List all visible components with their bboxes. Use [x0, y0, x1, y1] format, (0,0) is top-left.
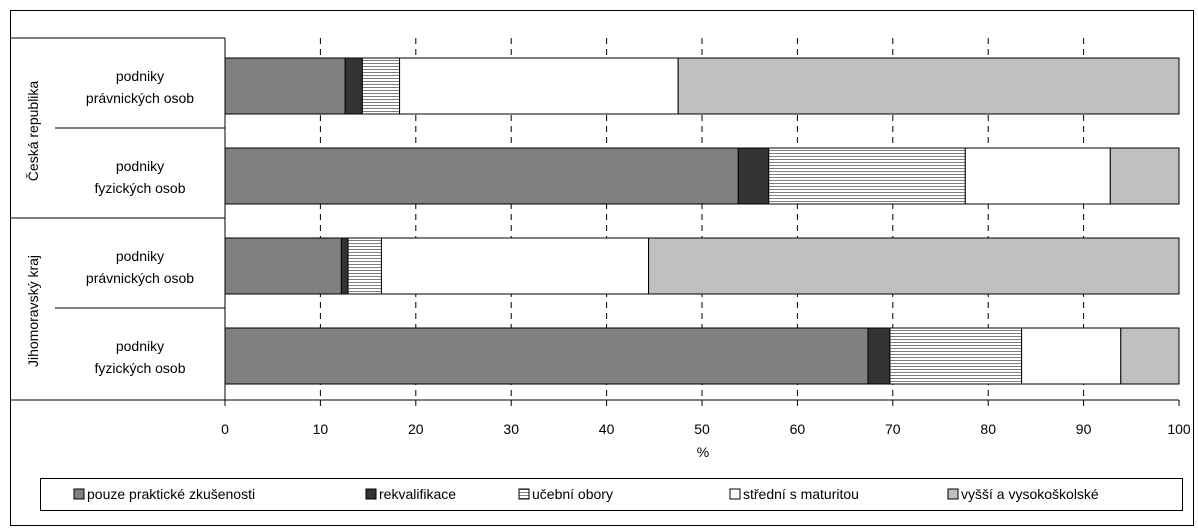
- legend-box: [40, 478, 1183, 511]
- bar-segment: [344, 57, 363, 115]
- category-label: podniky: [116, 158, 164, 174]
- legend-label: vyšší a vysokoškolské: [961, 486, 1099, 502]
- bar-segment: [347, 237, 382, 295]
- category-label: fyzických osob: [94, 180, 185, 196]
- bar-segment: [677, 57, 1180, 115]
- x-tick-label: 90: [1076, 421, 1092, 437]
- category-label: fyzických osob: [94, 360, 185, 376]
- category-label: právnických osob: [86, 270, 194, 286]
- legend-label: učební obory: [532, 486, 613, 502]
- x-tick-label: 20: [408, 421, 424, 437]
- legend-swatch: [518, 488, 530, 500]
- bar-segment: [1021, 327, 1122, 385]
- legend-swatch: [73, 488, 85, 500]
- category-label: podniky: [116, 338, 164, 354]
- bar-series: [224, 57, 1180, 385]
- bar-segment: [340, 237, 349, 295]
- x-tick-label: 10: [313, 421, 329, 437]
- x-tick-label: 40: [599, 421, 615, 437]
- bar-segment: [1109, 147, 1180, 205]
- x-tick-labels: 0 10 20 30 40 50 60 70 80 90 100: [221, 421, 1191, 437]
- bar-segment: [648, 237, 1180, 295]
- bar-segment: [224, 327, 869, 385]
- legend-label: pouze praktické zkušenosti: [87, 486, 255, 502]
- x-tick-label: 30: [503, 421, 519, 437]
- x-axis-label: %: [697, 444, 709, 460]
- axes: [10, 37, 1180, 406]
- legend: pouze praktické zkušenosti rekvalifikace u…: [40, 478, 1183, 511]
- bar-segment: [224, 147, 739, 205]
- x-tick-label: 50: [694, 421, 710, 437]
- legend-swatch: [365, 488, 377, 500]
- group-label: Česká republika: [25, 81, 41, 182]
- x-tick-label: 80: [980, 421, 996, 437]
- category-labels: podniky právnických osob podniky fyzických …: [86, 68, 194, 376]
- x-tick-label: 60: [790, 421, 806, 437]
- legend-swatch: [729, 488, 741, 500]
- bar-segment: [361, 57, 401, 115]
- category-label: právnických osob: [86, 90, 194, 106]
- bar-segment: [889, 327, 1023, 385]
- x-tick-label: 70: [885, 421, 901, 437]
- bar-segment: [399, 57, 679, 115]
- x-tick-label: 0: [221, 421, 229, 437]
- bar-segment: [867, 327, 891, 385]
- legend-label: rekvalifikace: [379, 486, 456, 502]
- bar-segment: [224, 237, 342, 295]
- legend-swatch: [947, 488, 959, 500]
- bar-segment: [224, 57, 346, 115]
- group-labels: Česká republika Jihomoravský kraj: [25, 81, 41, 367]
- bar-segment: [737, 147, 770, 205]
- category-label: podniky: [116, 248, 164, 264]
- bar-segment: [768, 147, 966, 205]
- bar-segment: [380, 237, 650, 295]
- x-tick-label: 100: [1167, 421, 1191, 437]
- group-label: Jihomoravský kraj: [25, 255, 41, 367]
- bar-segment: [964, 147, 1111, 205]
- bar-segment: [1120, 327, 1180, 385]
- category-label: podniky: [116, 68, 164, 84]
- legend-label: střední s maturitou: [743, 486, 859, 502]
